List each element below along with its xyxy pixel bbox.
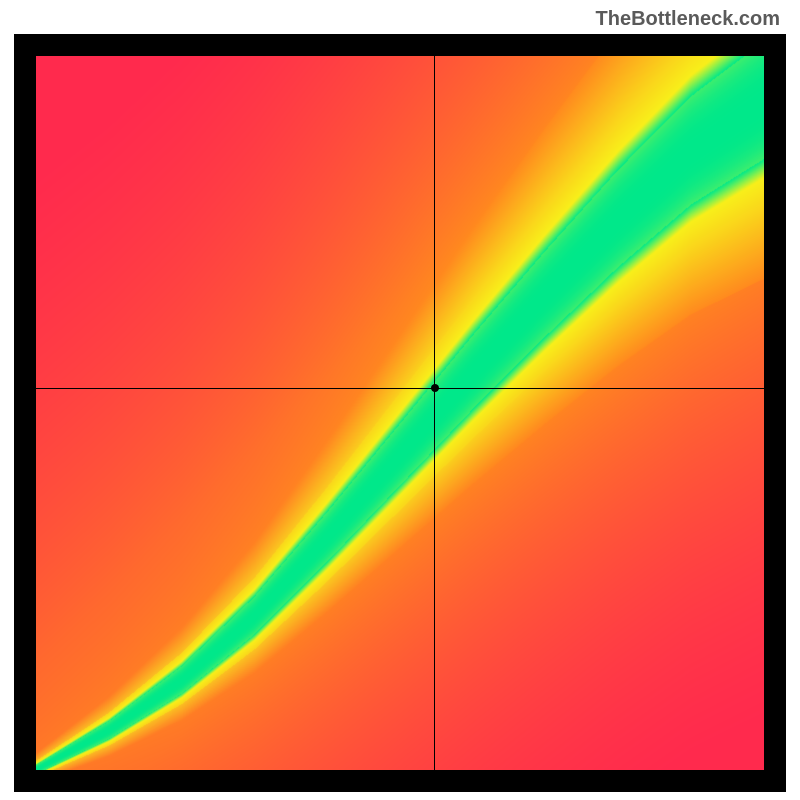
crosshair-vertical bbox=[434, 56, 435, 770]
chart-container: TheBottleneck.com bbox=[0, 0, 800, 800]
crosshair-marker bbox=[431, 384, 439, 392]
heatmap-canvas bbox=[36, 56, 764, 770]
attribution-text: TheBottleneck.com bbox=[596, 8, 780, 31]
crosshair-horizontal bbox=[36, 388, 764, 389]
